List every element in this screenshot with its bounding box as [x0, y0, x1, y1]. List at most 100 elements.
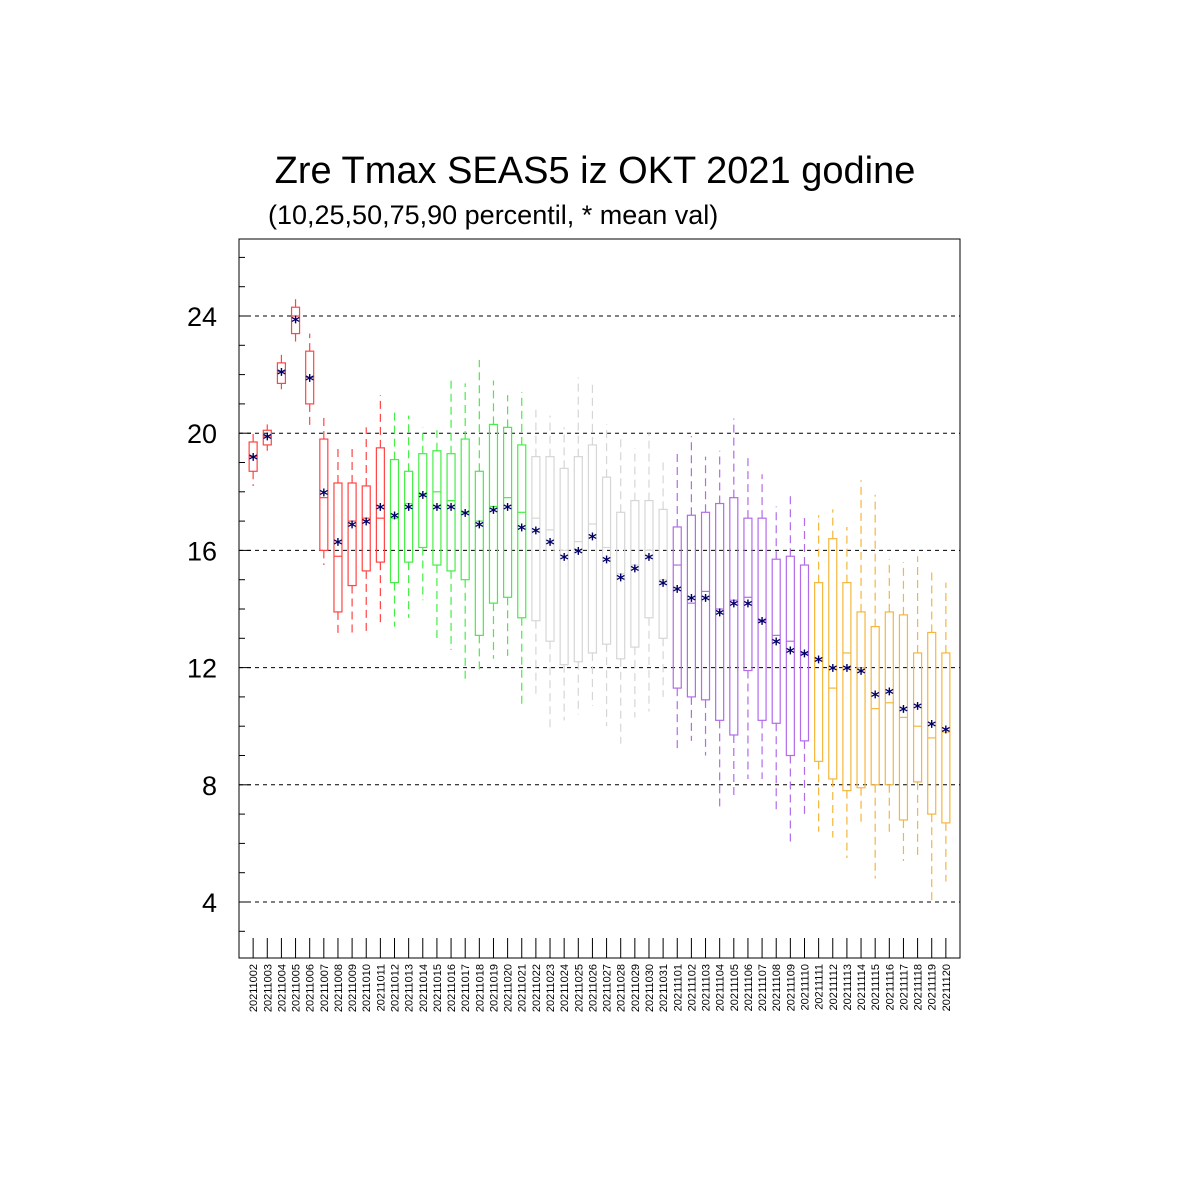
iqr-box — [941, 652, 951, 824]
iqr-box — [644, 499, 654, 619]
x-tick-label: 20211021 — [517, 964, 529, 1012]
x-tick-label: 20211120 — [941, 964, 953, 1011]
mean-marker: * — [574, 544, 583, 564]
x-tick-label: 20211007 — [319, 964, 331, 1012]
mean-marker: * — [517, 521, 526, 541]
mean-marker: * — [362, 515, 371, 535]
iqr-box — [658, 508, 668, 639]
mean-marker: * — [927, 717, 936, 737]
mean-marker: * — [319, 486, 328, 506]
x-tick-label: 20211116 — [884, 964, 896, 1011]
iqr-box — [545, 456, 555, 642]
x-tick-label: 20211024 — [559, 964, 571, 1012]
mean-marker: * — [376, 500, 385, 520]
mean-marker: * — [305, 372, 314, 392]
mean-marker: * — [857, 665, 866, 685]
mean-marker: * — [715, 606, 724, 626]
x-tick-label: 20211108 — [771, 964, 783, 1011]
x-tick-label: 20211019 — [488, 964, 500, 1012]
x-tick-label: 20211012 — [390, 964, 402, 1012]
mean-marker: * — [461, 506, 470, 526]
iqr-box — [573, 456, 583, 663]
mean-marker: * — [800, 647, 809, 667]
x-tick-label: 20211023 — [545, 964, 557, 1012]
iqr-box — [290, 306, 301, 335]
iqr-box — [418, 453, 428, 549]
mean-marker: * — [277, 366, 286, 386]
iqr-box — [884, 611, 894, 786]
mean-marker: * — [418, 489, 427, 509]
mean-marker: * — [602, 553, 611, 573]
mean-marker: * — [687, 591, 696, 611]
x-tick-label: 20211020 — [503, 964, 515, 1012]
iqr-box — [700, 511, 711, 701]
mean-marker: * — [885, 685, 894, 705]
iqr-box — [856, 611, 866, 789]
mean-marker: * — [432, 500, 441, 520]
iqr-box — [531, 456, 541, 622]
grid-lines — [239, 315, 960, 903]
y-tick-label: 20 — [187, 419, 217, 449]
iqr-box — [375, 447, 385, 563]
iqr-box — [743, 517, 753, 672]
x-tick-label: 20211026 — [587, 964, 599, 1012]
mean-marker: * — [560, 550, 569, 570]
iqr-box — [460, 438, 470, 581]
y-tick-label: 24 — [187, 302, 217, 332]
mean-marker: * — [263, 430, 272, 450]
iqr-box — [333, 482, 343, 613]
boxes-layer: ******** ** * *** * *** ** *** **** *** * * ** * *** * *… — [248, 298, 951, 902]
mean-marker: * — [871, 688, 880, 708]
iqr-box — [503, 426, 513, 598]
mean-marker: * — [249, 451, 258, 471]
mean-marker: * — [814, 653, 823, 673]
mean-marker: * — [786, 644, 795, 664]
iqr-box — [729, 497, 739, 736]
mean-marker: * — [842, 662, 851, 682]
mean-marker: * — [913, 700, 922, 720]
x-tick-label: 20211030 — [644, 964, 656, 1012]
mean-marker: * — [475, 518, 484, 538]
mean-marker: * — [899, 703, 908, 723]
x-tick-label: 20211109 — [785, 964, 797, 1011]
mean-marker: * — [447, 500, 456, 520]
iqr-box — [319, 438, 329, 551]
iqr-box — [616, 511, 626, 660]
x-tick-label: 20211003 — [262, 964, 274, 1012]
mean-marker: * — [291, 313, 300, 333]
iqr-box — [361, 485, 371, 572]
x-tick-label: 20211101 — [672, 964, 684, 1011]
x-tick-label: 20211011 — [375, 964, 387, 1011]
mean-marker: * — [941, 723, 950, 743]
mean-marker: * — [645, 550, 654, 570]
chart-title: Zre Tmax SEAS5 iz OKT 2021 godine — [274, 150, 916, 192]
x-tick-label: 20211104 — [715, 964, 727, 1011]
mean-marker: * — [390, 509, 399, 529]
x-tick-label: 20211022 — [531, 964, 543, 1012]
iqr-box — [757, 517, 767, 721]
y-tick-label: 12 — [187, 654, 217, 684]
iqr-box — [404, 470, 414, 563]
x-tick-label: 20211118 — [913, 964, 925, 1011]
x-tick-label: 20211006 — [305, 964, 317, 1012]
x-tick-label: 20211017 — [460, 964, 472, 1012]
iqr-box — [347, 482, 357, 587]
iqr-box — [587, 444, 598, 654]
iqr-box — [842, 582, 852, 792]
x-tick-label: 20211018 — [474, 964, 486, 1012]
x-tick-label: 20211010 — [361, 964, 373, 1012]
iqr-box — [276, 362, 287, 384]
mean-marker: * — [616, 571, 625, 591]
mean-marker: * — [828, 662, 837, 682]
x-tick-label: 20211112 — [828, 964, 840, 1011]
x-tick-label: 20211114 — [856, 964, 868, 1011]
iqr-box — [686, 514, 696, 698]
x-tick-label: 20211117 — [898, 964, 910, 1011]
x-tick-label: 20211002 — [248, 964, 260, 1012]
x-tick-label: 20211110 — [799, 964, 811, 1011]
mean-marker: * — [404, 500, 413, 520]
iqr-box — [715, 502, 725, 721]
x-tick-label: 20211031 — [658, 964, 670, 1012]
